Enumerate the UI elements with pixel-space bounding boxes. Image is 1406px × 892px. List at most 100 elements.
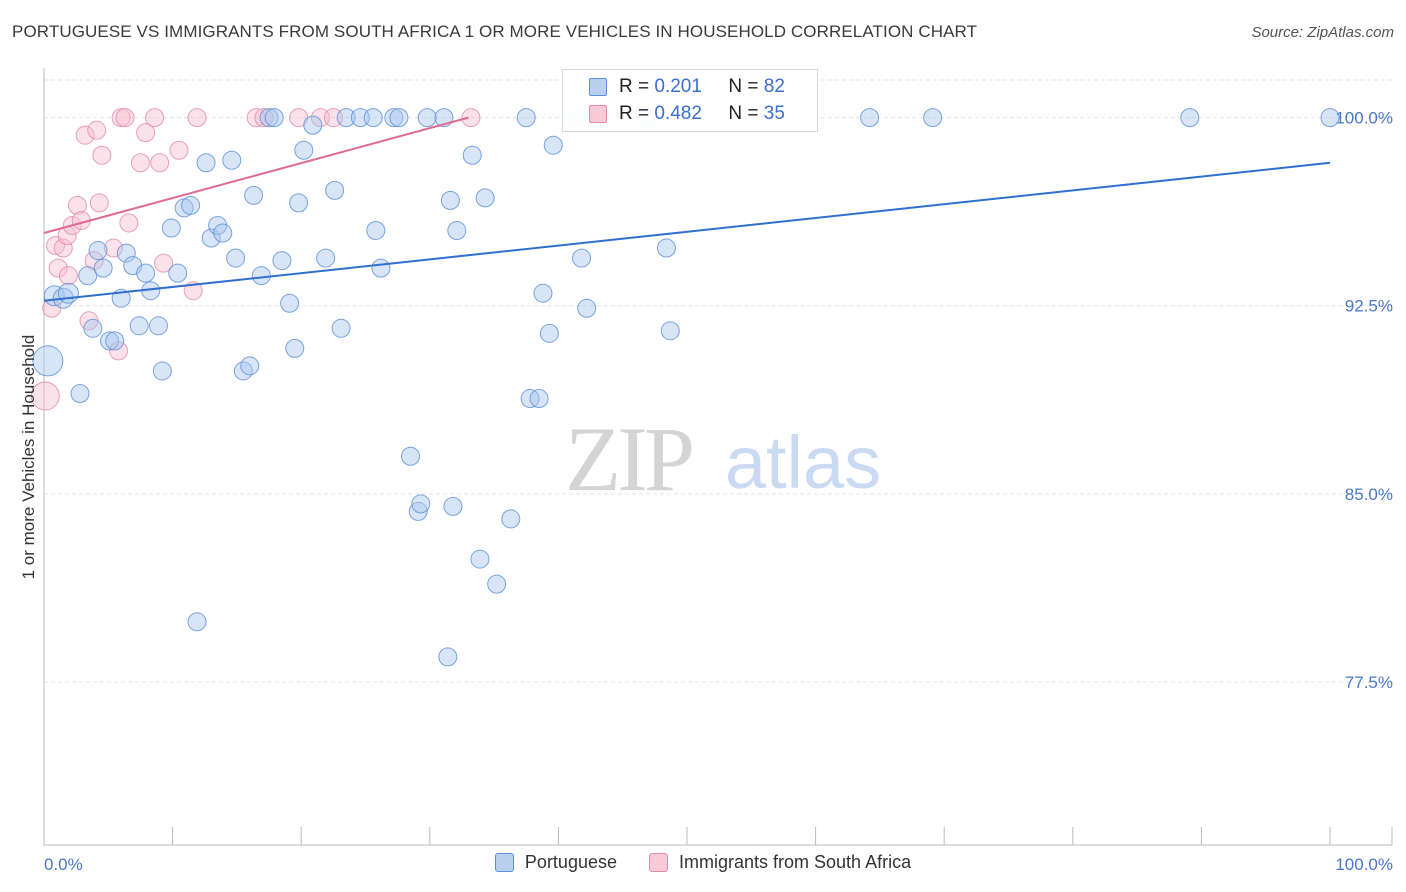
chart-title: PORTUGUESE VS IMMIGRANTS FROM SOUTH AFRI… <box>12 22 978 41</box>
portuguese-point <box>187 612 207 632</box>
portuguese-point <box>93 258 113 278</box>
y-tick-label: 77.5% <box>1345 673 1393 692</box>
legend-item-portuguese: Portuguese <box>494 852 617 873</box>
watermark: ZIP atlas <box>565 408 881 510</box>
portuguese-point <box>371 258 391 278</box>
watermark-zip: ZIP <box>565 408 692 510</box>
portuguese-point <box>331 318 351 338</box>
south-africa-point <box>75 125 95 145</box>
portuguese-point <box>272 251 292 271</box>
south-africa-point <box>89 193 109 213</box>
portuguese-point <box>116 243 136 263</box>
portuguese-point <box>148 316 168 336</box>
watermark-atlas: atlas <box>725 421 881 504</box>
series-legend: Portuguese Immigrants from South Africa <box>0 852 1406 873</box>
legend-r-value: 0.201 <box>654 76 702 97</box>
portuguese-point <box>280 293 300 313</box>
portuguese-point <box>470 549 490 569</box>
pink-swatch <box>589 105 607 123</box>
portuguese-point <box>294 140 314 160</box>
portuguese-point <box>543 135 563 155</box>
portuguese-point <box>78 266 98 286</box>
south-africa-point <box>115 108 135 128</box>
legend-r-value: 0.482 <box>654 103 702 124</box>
south-africa-point <box>154 253 174 273</box>
portuguese-point <box>129 316 149 336</box>
portuguese-point <box>226 248 246 268</box>
portuguese-point <box>411 494 431 514</box>
south-africa-point <box>87 120 107 140</box>
y-tick-label: 92.5% <box>1345 297 1393 316</box>
portuguese-point <box>923 108 943 128</box>
portuguese-point <box>100 331 120 351</box>
south-africa-point <box>254 108 274 128</box>
portuguese-point <box>222 150 242 170</box>
portuguese-point <box>539 323 559 343</box>
legend-r-label: R = <box>619 103 650 124</box>
portuguese-point <box>529 389 549 409</box>
south-africa-point <box>130 153 150 173</box>
portuguese-point <box>57 282 79 304</box>
x-tick-label: 100.0% <box>1335 855 1393 874</box>
portuguese-point <box>533 283 553 303</box>
portuguese-point <box>363 108 383 128</box>
legend-item-south-africa: Immigrants from South Africa <box>649 852 911 873</box>
south-africa-point <box>103 238 123 258</box>
trend-lines <box>43 116 1331 302</box>
portuguese-point <box>660 321 680 341</box>
y-axis-title: 1 or more Vehicles in Household <box>19 335 38 580</box>
portuguese-point <box>860 108 880 128</box>
portuguese-points <box>32 108 1340 667</box>
legend-n-label: N = <box>728 76 759 97</box>
portuguese-point <box>264 108 284 128</box>
portuguese-point <box>325 180 345 200</box>
trend-line <box>43 161 1331 302</box>
portuguese-point <box>516 108 536 128</box>
south-africa-point <box>169 140 189 160</box>
legend-n-label: N = <box>728 103 759 124</box>
portuguese-point <box>447 220 467 240</box>
portuguese-point <box>408 501 428 521</box>
portuguese-point <box>32 345 64 377</box>
stats-legend: R = 0.201 N = 82 R = 0.482 N = 35 <box>562 69 818 132</box>
south-africa-point <box>58 266 78 286</box>
portuguese-point <box>196 153 216 173</box>
south-africa-point <box>136 123 156 143</box>
portuguese-point <box>201 228 221 248</box>
portuguese-point <box>168 263 188 283</box>
y-tick-label: 100.0% <box>1335 109 1393 128</box>
portuguese-point <box>577 298 597 318</box>
portuguese-point <box>366 220 386 240</box>
y-tick-label: 85.0% <box>1345 485 1393 504</box>
portuguese-point <box>384 108 404 128</box>
source-label: Source: ZipAtlas.com <box>1251 24 1394 41</box>
legend-label: Portuguese <box>524 852 617 872</box>
portuguese-point <box>1320 108 1340 128</box>
portuguese-point <box>443 496 463 516</box>
south-africa-points <box>30 108 481 411</box>
legend-label: Immigrants from South Africa <box>679 852 912 872</box>
legend-n-value: 82 <box>763 76 785 97</box>
portuguese-point <box>438 647 458 667</box>
portuguese-point <box>136 263 156 283</box>
south-africa-point <box>48 258 68 278</box>
portuguese-point <box>475 188 495 208</box>
portuguese-point <box>233 361 253 381</box>
portuguese-point <box>336 108 356 128</box>
grid-lines <box>44 79 1392 683</box>
portuguese-point <box>285 338 305 358</box>
portuguese-point <box>462 145 482 165</box>
portuguese-point <box>259 108 279 128</box>
legend-r-label: R = <box>619 76 650 97</box>
portuguese-point <box>105 331 125 351</box>
portuguese-point <box>656 238 676 258</box>
x-tick-label: 0.0% <box>44 855 83 874</box>
portuguese-point <box>161 218 181 238</box>
south-africa-point <box>92 145 112 165</box>
south-africa-point <box>53 238 73 258</box>
portuguese-point <box>303 115 323 135</box>
portuguese-point <box>244 185 264 205</box>
portuguese-point <box>401 446 421 466</box>
portuguese-point <box>316 248 336 268</box>
